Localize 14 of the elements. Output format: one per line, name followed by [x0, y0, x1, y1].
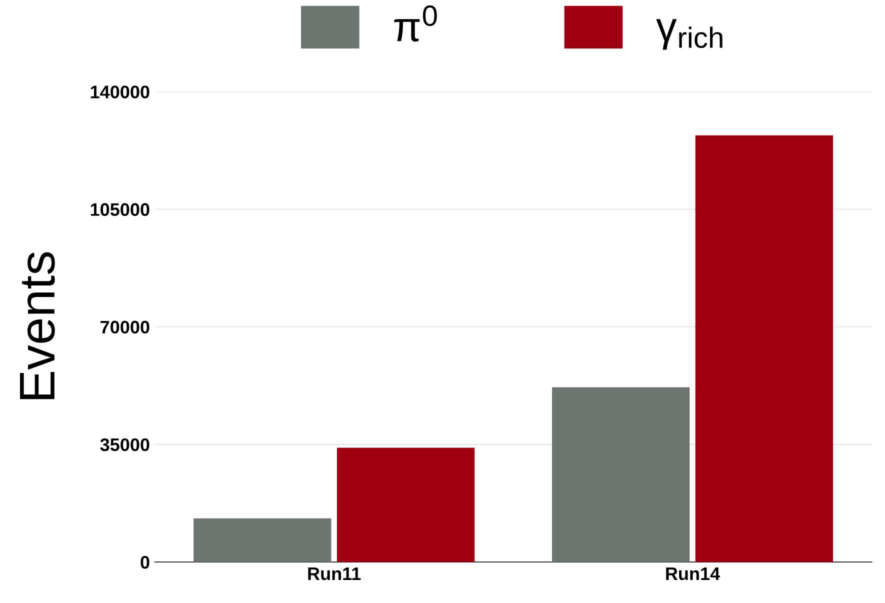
y-tick-label: 105000 — [90, 203, 150, 216]
y-tick-label: 140000 — [90, 86, 150, 98]
bar — [336, 448, 475, 562]
x-tick-label: Run14 — [666, 568, 720, 580]
legend-label: γ$_{rich}$ — [656, 19, 722, 50]
legend-label: π$^{0}$ — [394, 5, 437, 42]
y-tick-label: 70000 — [100, 320, 150, 334]
y-axis-title: Events — [20, 252, 55, 400]
bar — [194, 518, 332, 562]
y-tick-label: 35000 — [100, 438, 150, 452]
bar — [695, 135, 834, 562]
bar — [552, 387, 690, 562]
x-tick-label: Run11 — [308, 568, 361, 580]
y-tick-label: 0 — [140, 556, 150, 569]
